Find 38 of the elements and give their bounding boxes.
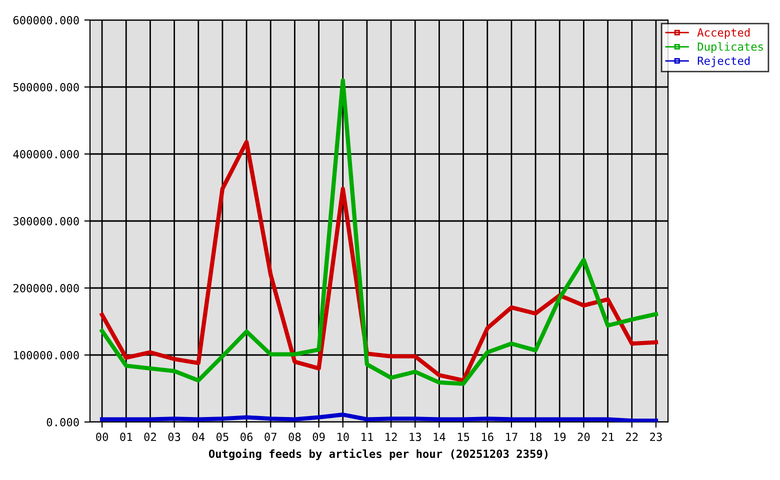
x-tick-label: 00 bbox=[96, 432, 108, 442]
x-tick-label: 07 bbox=[264, 432, 276, 442]
x-tick-label: 20 bbox=[578, 432, 590, 442]
x-tick-label: 22 bbox=[626, 432, 638, 441]
y-tick-label: 400000.000 bbox=[13, 150, 79, 158]
y-tick-label: 200000.000 bbox=[14, 284, 79, 292]
x-tick-label: 14 bbox=[434, 432, 446, 441]
x-tick-label: 18 bbox=[530, 432, 542, 442]
x-tick-label: 04 bbox=[192, 432, 205, 442]
x-tick-label: 10 bbox=[338, 432, 349, 442]
x-tick-label: 16 bbox=[482, 432, 494, 442]
y-tick-label: 500000.000 bbox=[13, 83, 79, 92]
x-tick-label: 15 bbox=[458, 432, 470, 442]
x-tick-label: 21 bbox=[602, 432, 614, 441]
x-tick-label: 06 bbox=[240, 432, 253, 442]
legend-label: Rejected bbox=[698, 56, 750, 68]
x-tick-label: 13 bbox=[410, 432, 421, 442]
x-tick-label: 19 bbox=[554, 432, 566, 442]
x-tick-label: 11 bbox=[362, 432, 373, 441]
legend-label: Duplicates bbox=[698, 42, 763, 53]
y-tick-label: 300000.000 bbox=[13, 217, 79, 226]
x-tick-label: 02 bbox=[144, 432, 156, 442]
line-series bbox=[100, 412, 658, 422]
x-tick-label: 05 bbox=[216, 432, 228, 442]
x-tick-label: 01 bbox=[120, 432, 132, 442]
x-axis-title: Outgoing feeds by articles per hour (20251203 2359) bbox=[208, 448, 548, 460]
legend-label: Accepted bbox=[697, 28, 750, 39]
y-tick-label: 600000.000 bbox=[13, 16, 79, 24]
x-tick-label: 12 bbox=[386, 432, 397, 441]
line-series bbox=[100, 140, 658, 383]
line-series bbox=[100, 78, 658, 386]
y-tick-label: 0.000 bbox=[46, 418, 79, 426]
x-tick-label: 09 bbox=[312, 432, 325, 442]
x-tick-label: 08 bbox=[288, 432, 301, 442]
x-tick-label: 17 bbox=[506, 432, 518, 441]
x-tick-label: 03 bbox=[168, 432, 180, 442]
y-tick-label: 100000.000 bbox=[14, 351, 79, 360]
x-tick-label: 23 bbox=[650, 432, 662, 442]
